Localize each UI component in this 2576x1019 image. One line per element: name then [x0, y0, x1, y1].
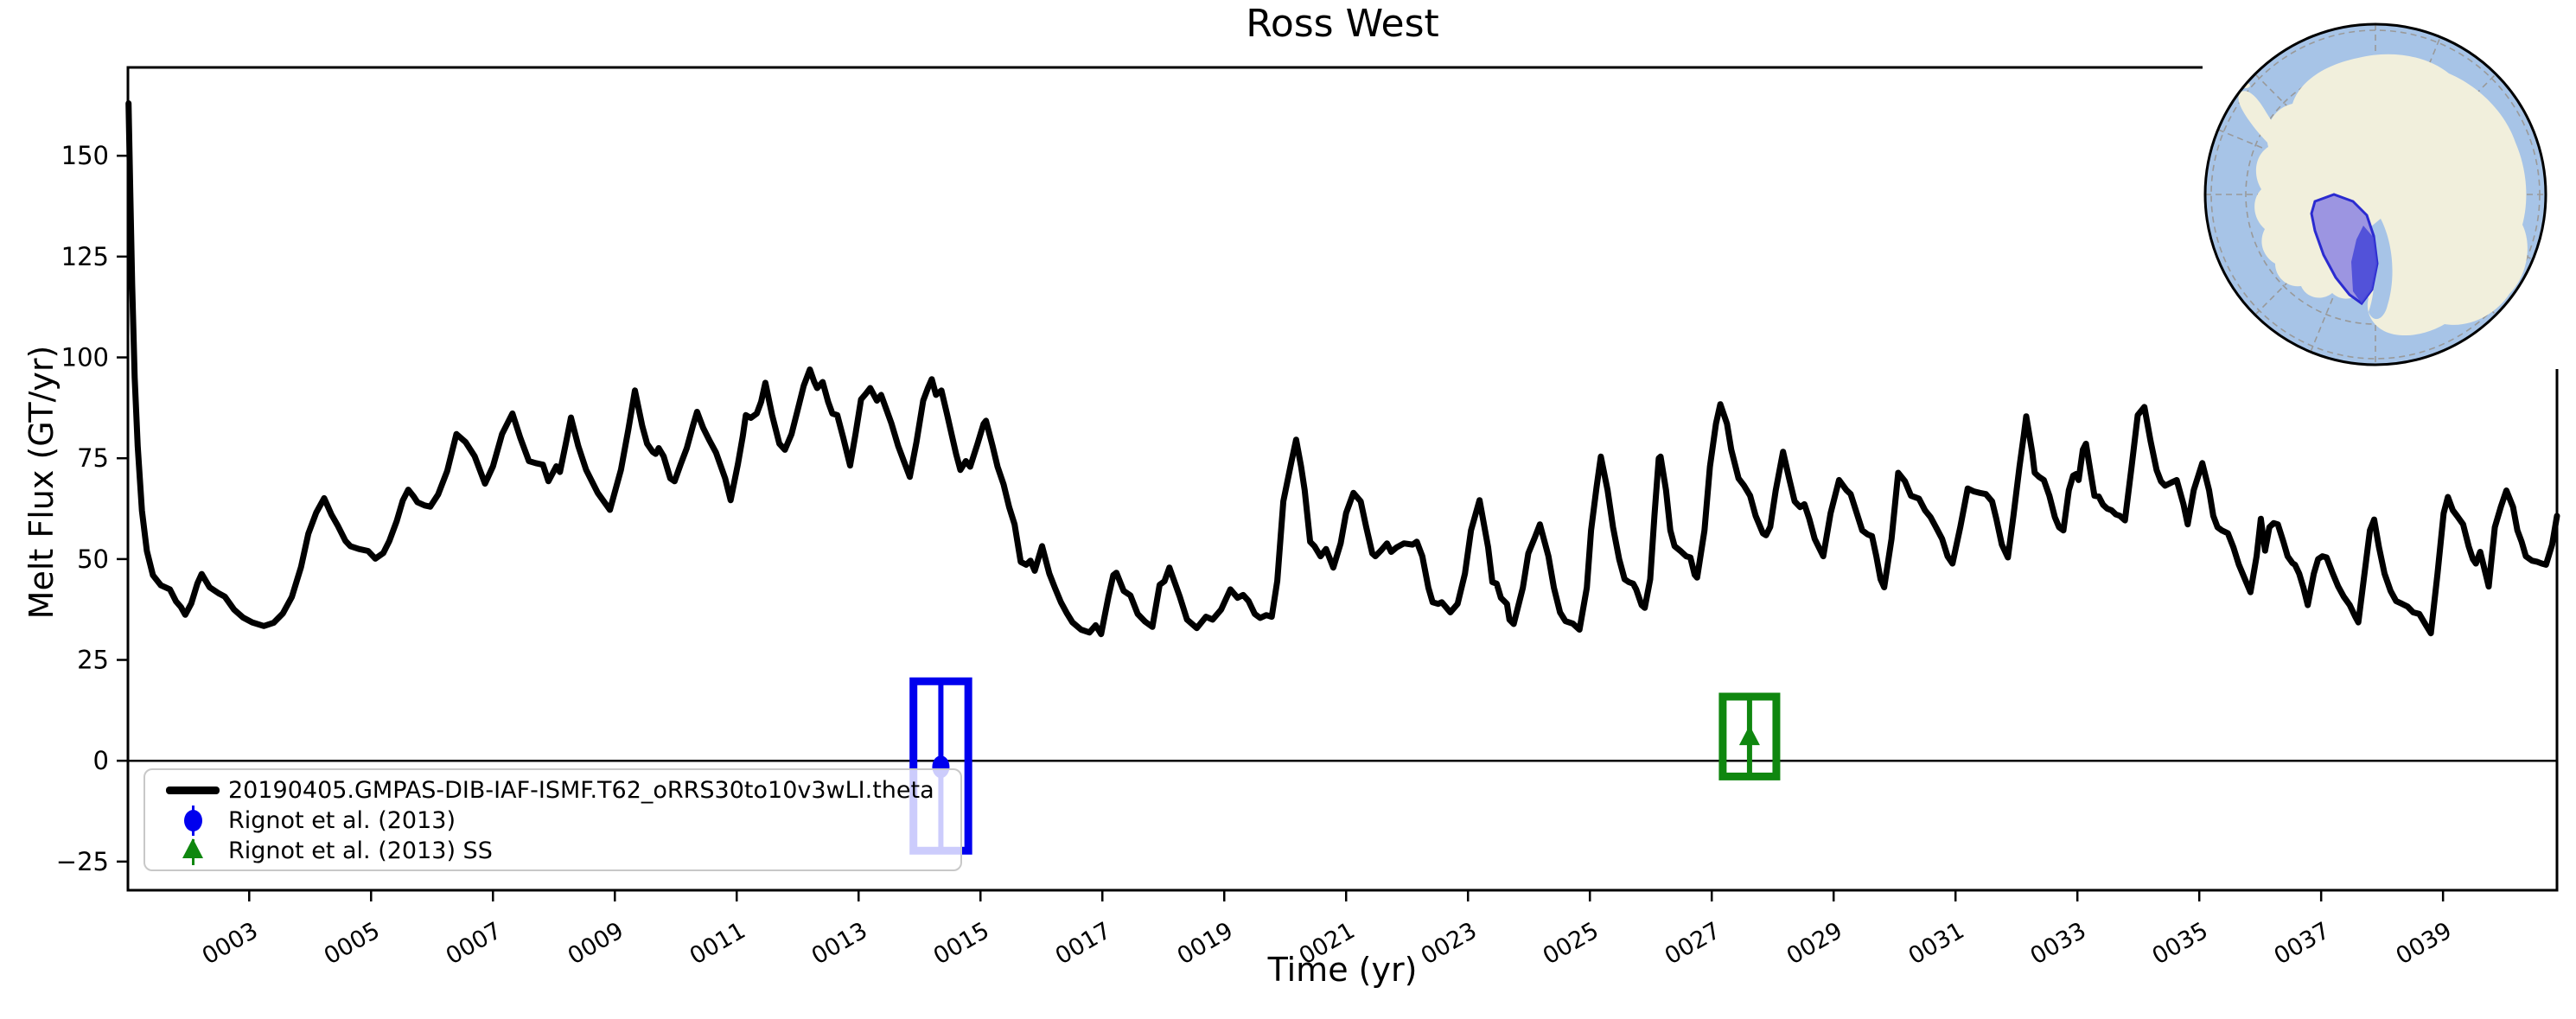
chart-title: Ross West	[1246, 2, 1439, 46]
svg-text:100: 100	[61, 343, 109, 373]
y-axis-label: Melt Flux (GT/yr)	[22, 345, 61, 620]
legend: 20190405.GMPAS-DIB-IAF-ISMF.T62_oRRS30to…	[143, 768, 962, 871]
legend-label: Rignot et al. (2013)	[228, 807, 456, 834]
svg-text:125: 125	[61, 242, 109, 271]
observation-boxes	[909, 677, 1781, 855]
melt-flux-line	[125, 100, 2560, 638]
svg-text:75: 75	[77, 443, 109, 473]
svg-text:−25: −25	[56, 847, 109, 876]
legend-entry-model: 20190405.GMPAS-DIB-IAF-ISMF.T62_oRRS30to…	[157, 775, 960, 806]
svg-text:150: 150	[61, 141, 109, 170]
legend-triangle-sample	[157, 836, 228, 866]
antarctic-peninsula	[2238, 91, 2311, 169]
legend-label: 20190405.GMPAS-DIB-IAF-ISMF.T62_oRRS30to…	[228, 777, 934, 804]
y-axis-ticks: −25 0 25 50 75 100 125 150	[56, 141, 128, 876]
black-line-icon	[166, 787, 220, 794]
antarctica-inset-map	[2203, 5, 2571, 369]
legend-entry-rignot: Rignot et al. (2013)	[157, 806, 960, 836]
legend-line-sample	[157, 775, 228, 806]
ross-west-region-shelf	[2351, 226, 2377, 303]
svg-text:0: 0	[93, 746, 109, 775]
legend-circle-sample	[157, 806, 228, 836]
svg-text:50: 50	[77, 545, 109, 574]
x-axis-label: Time (yr)	[1267, 951, 1418, 989]
blue-circle-errorbar-icon	[182, 806, 204, 836]
legend-label: Rignot et al. (2013) SS	[228, 837, 493, 864]
svg-text:25: 25	[77, 646, 109, 675]
green-triangle-errorbar-icon	[182, 836, 204, 866]
plot-frame	[126, 66, 2559, 892]
inset-map-outline	[2203, 22, 2547, 366]
legend-entry-rignot-ss: Rignot et al. (2013) SS	[157, 836, 960, 866]
